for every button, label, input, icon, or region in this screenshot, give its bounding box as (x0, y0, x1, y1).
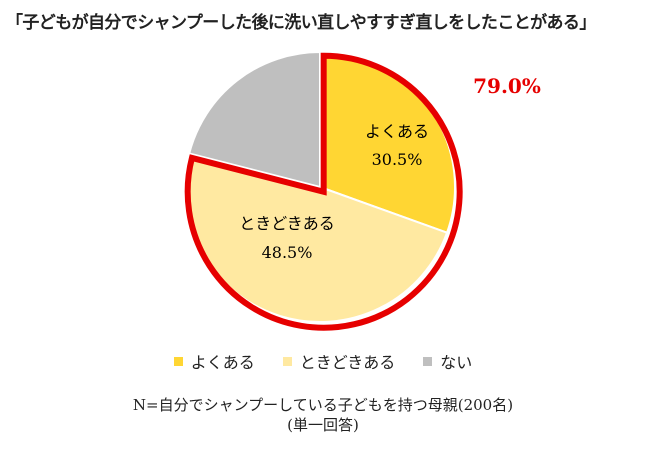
legend-label-tokidokiaru: ときどきある (299, 353, 396, 372)
footnote-answer-type: (単一回答) (287, 416, 359, 434)
legend-swatch-yokuaru (173, 356, 183, 366)
legend-swatch-tokidokiaru (282, 356, 292, 366)
legend-swatch-nai (423, 356, 433, 366)
footnote-sample: N=自分でシャンプーしている子どもを持つ母親(200名) (132, 396, 514, 414)
pie-chart: よくある 30.5% ときどきある 48.5% 79.0% (184, 50, 541, 331)
slice-value-tokidokiaru: 48.5% (262, 243, 313, 262)
slice-value-yokuaru: 30.5% (372, 150, 423, 169)
legend-label-nai: ない (440, 353, 473, 372)
highlight-total-label: 79.0% (473, 74, 541, 98)
pie-slices (184, 50, 456, 323)
slice-label-yokuaru: よくある (365, 122, 429, 141)
pie-slice-nai (188, 50, 321, 189)
slice-label-tokidokiaru: ときどきある (239, 214, 335, 233)
legend-item-nai: ない (423, 349, 472, 373)
footnote: N=自分でシャンプーしている子どもを持つ母親(200名) (単一回答) (0, 395, 646, 435)
chart-title: 「子どもが自分でシャンプーした後に洗い直しやすすぎ直しをしたことがある」 (6, 13, 596, 33)
legend-item-yokuaru: よくある (173, 349, 255, 373)
legend-label-yokuaru: よくある (190, 353, 255, 372)
legend: よくある ときどきある ない (0, 349, 646, 373)
legend-item-tokidokiaru: ときどきある (282, 349, 396, 373)
highlight-outline (184, 52, 463, 331)
